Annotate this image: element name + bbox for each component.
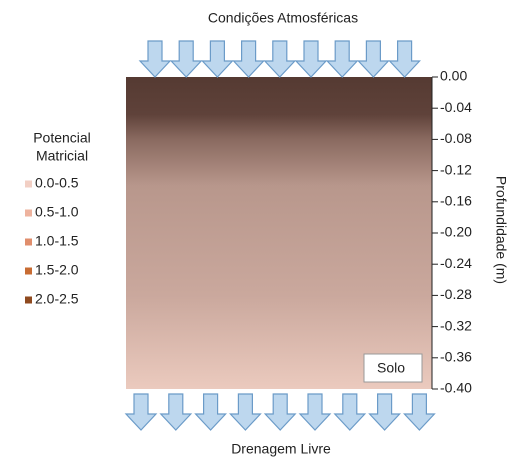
tick-label: -0.36 — [440, 349, 472, 365]
soil-label-box — [363, 353, 423, 383]
arrow — [368, 393, 401, 431]
legend-swatch — [25, 267, 32, 275]
arrow — [124, 393, 158, 431]
tick-label: -0.40 — [440, 380, 472, 396]
tick-label: -0.16 — [440, 193, 472, 209]
legend-label: 2.0-2.5 — [35, 291, 79, 307]
legend-swatch — [25, 296, 32, 304]
arrow — [325, 40, 359, 78]
tick-label: 0.00 — [440, 68, 467, 84]
bottom-label: Drenagem Livre — [231, 441, 331, 457]
legend-label: 0.5-1.0 — [35, 204, 79, 220]
arrow — [298, 393, 332, 431]
arrow — [159, 393, 193, 431]
tick-label: -0.08 — [440, 130, 472, 146]
arrow — [201, 40, 234, 78]
tick-label: -0.20 — [440, 224, 472, 240]
arrow — [357, 40, 390, 78]
legend-title: Potencial — [33, 130, 91, 146]
legend-label: 1.5-2.0 — [35, 262, 79, 278]
arrow — [263, 40, 297, 78]
dynamic: 0.00 -0.04 -0.08 -0.12 -0.16 -0.20 -0.24 -0.28 -… — [25, 40, 472, 431]
arrow — [403, 393, 436, 431]
arrow — [194, 393, 227, 431]
arrow — [229, 393, 262, 431]
arrow — [263, 393, 297, 431]
arrow — [333, 393, 367, 431]
soil-label: Solo — [377, 360, 405, 376]
arrow — [294, 40, 328, 78]
legend-title: Matricial — [36, 148, 88, 164]
legend-swatch — [25, 180, 32, 188]
top-title: Condições Atmosféricas — [208, 10, 358, 26]
arrow — [388, 40, 421, 78]
axis-label: Profundidade (m) — [493, 176, 509, 284]
arrow — [232, 40, 265, 78]
tick-label: -0.32 — [440, 317, 472, 333]
tick-label: -0.28 — [440, 286, 472, 302]
tick-label: -0.24 — [440, 255, 472, 271]
legend-swatch — [25, 209, 32, 217]
arrow — [138, 40, 172, 78]
arrow — [169, 40, 203, 78]
legend-label: 1.0-1.5 — [35, 233, 79, 249]
tick-label: -0.12 — [440, 161, 472, 177]
tick-label: -0.04 — [440, 99, 472, 115]
legend-swatch — [25, 238, 32, 246]
soil-column — [126, 77, 432, 389]
legend-label: 0.0-0.5 — [35, 175, 79, 191]
